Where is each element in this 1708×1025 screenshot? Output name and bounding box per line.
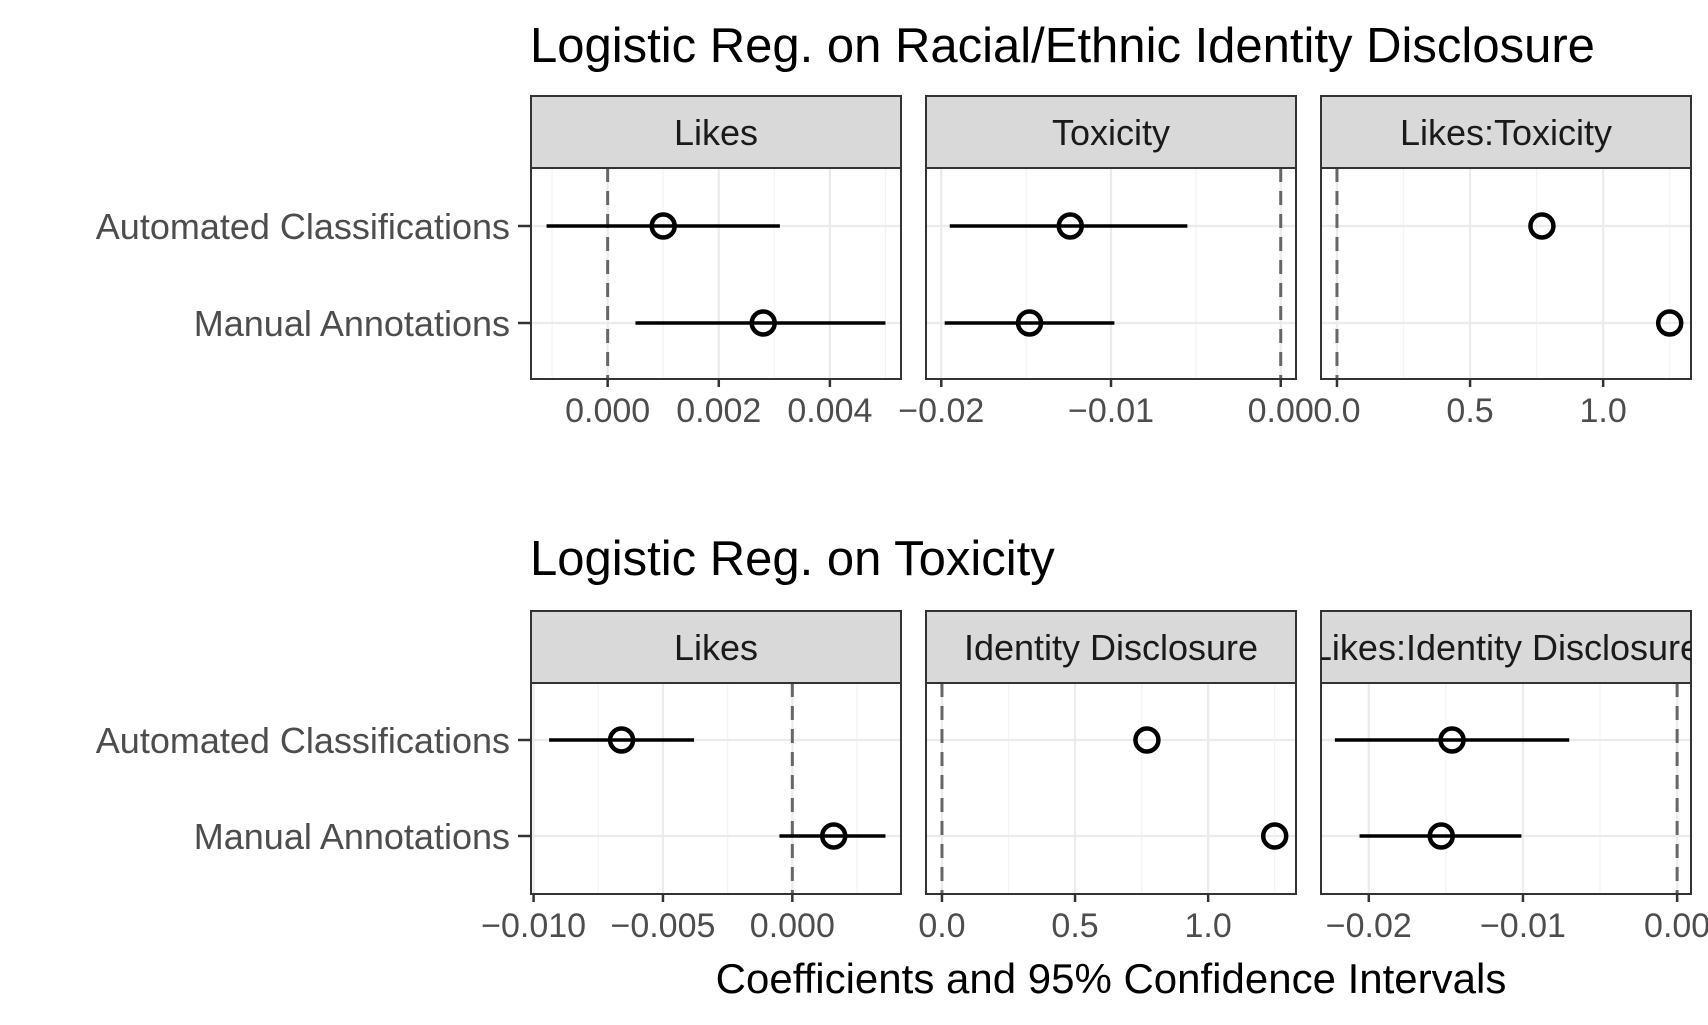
coefficient-point bbox=[1015, 309, 1044, 337]
facet-strip bbox=[925, 95, 1297, 169]
facet-likes: Likes −0.010 −0.005 0.000 bbox=[481, 610, 902, 945]
coefficient-point bbox=[1427, 822, 1455, 850]
x-tick-label: −0.01 bbox=[1480, 907, 1566, 945]
category-label: Manual Annotations bbox=[194, 816, 510, 857]
panel-title: Logistic Reg. on Toxicity bbox=[530, 532, 1055, 586]
panel-identity-disclosure: Logistic Reg. on Racial/Ethnic Identity … bbox=[96, 19, 1692, 430]
facet-strip-label: Likes:Toxicity bbox=[1400, 112, 1612, 153]
x-tick-label: 0.00 bbox=[1248, 392, 1314, 430]
x-tick-label: 1.0 bbox=[1580, 392, 1627, 430]
facet-toxicity: Toxicity −0.02 −0.01 0.00 bbox=[898, 95, 1314, 430]
data-marks bbox=[1133, 726, 1289, 850]
facet-likes-identity-disclosure: Likes:Identity Disclosure −0.02 −0.01 0.00 bbox=[1312, 610, 1708, 945]
data-marks bbox=[1334, 726, 1570, 850]
gridlines bbox=[926, 168, 1296, 379]
panel-toxicity: Logistic Reg. on Toxicity Automated Clas… bbox=[96, 532, 1708, 945]
x-axis: 0.0 0.5 1.0 bbox=[1313, 379, 1627, 430]
facet-identity-disclosure: Identity Disclosure 0.0 0.5 1.0 bbox=[918, 610, 1297, 945]
coefficient-point bbox=[607, 726, 636, 754]
data-marks bbox=[944, 212, 1188, 337]
gridlines bbox=[926, 683, 1296, 894]
panel-border bbox=[530, 682, 902, 895]
x-tick-label: −0.010 bbox=[481, 907, 586, 945]
facet-strip bbox=[925, 610, 1297, 684]
x-tick-label: 0.002 bbox=[676, 392, 761, 430]
x-tick-label: 0.00 bbox=[1644, 907, 1708, 945]
data-marks bbox=[549, 726, 886, 850]
data-marks bbox=[546, 212, 886, 337]
facet-strip bbox=[530, 610, 902, 684]
panel-title: Logistic Reg. on Racial/Ethnic Identity … bbox=[530, 19, 1595, 73]
x-tick-label: 1.0 bbox=[1185, 907, 1232, 945]
x-tick-label: 0.0 bbox=[918, 907, 965, 945]
x-axis-title: Coefficients and 95% Confidence Interval… bbox=[716, 955, 1507, 1002]
facet-strip-label: Likes bbox=[674, 112, 758, 153]
coefficient-point bbox=[1438, 726, 1466, 754]
category-label: Automated Classifications bbox=[96, 206, 510, 247]
x-axis: −0.02 −0.01 0.00 bbox=[1326, 894, 1708, 945]
coefficient-point bbox=[1133, 726, 1161, 754]
facet-strip-label: Likes:Identity Disclosure bbox=[1312, 627, 1700, 668]
panel-border bbox=[1320, 682, 1692, 895]
x-tick-label: 0.004 bbox=[787, 392, 872, 430]
x-axis: −0.02 −0.01 0.00 bbox=[898, 379, 1314, 430]
facet-strip bbox=[530, 95, 902, 169]
coefficient-point bbox=[649, 212, 677, 240]
facet-strip-label: Identity Disclosure bbox=[964, 627, 1258, 668]
facet-strip bbox=[1320, 610, 1692, 684]
coefficient-point bbox=[1655, 309, 1684, 337]
coefficient-point bbox=[749, 309, 777, 337]
panel-border bbox=[530, 167, 902, 380]
x-tick-label: −0.02 bbox=[1326, 907, 1412, 945]
gridlines bbox=[1321, 683, 1691, 894]
x-axis: 0.0 0.5 1.0 bbox=[918, 894, 1232, 945]
x-axis: −0.010 −0.005 0.000 bbox=[481, 894, 835, 945]
facet-strip bbox=[1320, 95, 1692, 169]
coefficient-point bbox=[1260, 822, 1289, 850]
category-label: Automated Classifications bbox=[96, 720, 510, 761]
x-tick-label: −0.01 bbox=[1068, 392, 1154, 430]
gridlines bbox=[531, 168, 901, 379]
x-tick-label: 0.5 bbox=[1446, 392, 1493, 430]
coefficient-point bbox=[819, 822, 848, 850]
data-marks bbox=[1528, 212, 1684, 337]
x-axis: 0.000 0.002 0.004 bbox=[565, 379, 872, 430]
panel-border bbox=[925, 682, 1297, 895]
panel-border bbox=[1320, 167, 1692, 380]
coefficient-point bbox=[1528, 212, 1556, 240]
facet-strip-label: Likes bbox=[674, 627, 758, 668]
x-tick-label: 0.0 bbox=[1313, 392, 1360, 430]
x-tick-label: 0.5 bbox=[1051, 907, 1098, 945]
x-tick-label: −0.005 bbox=[610, 907, 715, 945]
x-tick-label: −0.02 bbox=[898, 392, 984, 430]
coefficient-point bbox=[1056, 212, 1085, 240]
facet-likes-toxicity: Likes:Toxicity 0.0 0.5 1.0 bbox=[1313, 95, 1692, 430]
x-tick-label: 0.000 bbox=[750, 907, 835, 945]
gridlines bbox=[1321, 168, 1691, 379]
facet-likes: Likes 0.000 0.002 0.004 bbox=[530, 95, 902, 430]
gridlines bbox=[531, 683, 901, 894]
facet-strip-label: Toxicity bbox=[1052, 112, 1170, 153]
x-tick-label: 0.000 bbox=[565, 392, 650, 430]
category-label: Manual Annotations bbox=[194, 303, 510, 344]
